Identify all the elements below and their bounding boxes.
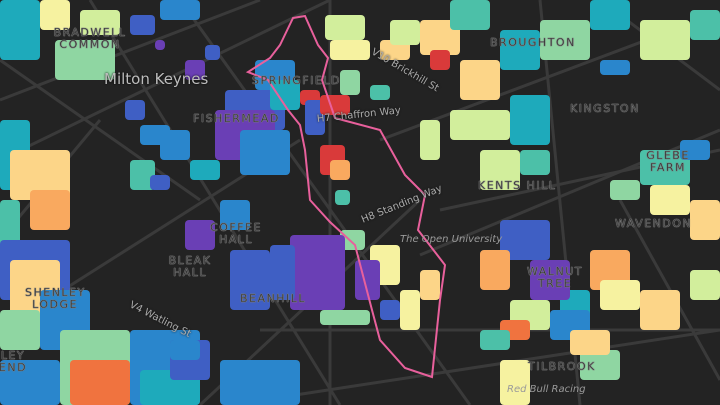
area-polygon[interactable] [160, 130, 190, 160]
area-polygon[interactable] [580, 350, 620, 380]
area-polygon[interactable] [30, 190, 70, 230]
area-polygon[interactable] [600, 280, 640, 310]
area-polygon[interactable] [420, 270, 440, 300]
area-polygon[interactable] [680, 140, 710, 160]
area-polygon[interactable] [270, 245, 295, 300]
district-label: SPRINGFIELD [252, 74, 341, 87]
district-label: KINGSTON [570, 102, 640, 115]
area-polygon[interactable] [340, 70, 360, 95]
area-polygon[interactable] [230, 250, 270, 310]
area-polygon[interactable] [500, 220, 550, 260]
district-label: BROUGHTON [490, 36, 576, 49]
area-polygon[interactable] [155, 40, 165, 50]
area-polygon[interactable] [590, 0, 630, 30]
area-polygon[interactable] [80, 10, 120, 35]
area-polygon[interactable] [480, 150, 520, 190]
area-polygon[interactable] [190, 160, 220, 180]
district-label: WAVENDON [615, 217, 693, 230]
road [229, 328, 720, 405]
area-polygon[interactable] [690, 10, 720, 40]
area-polygon[interactable] [640, 150, 690, 185]
district-label: SHENLEY LODGE [25, 286, 86, 311]
area-polygon[interactable] [0, 310, 40, 350]
area-polygon[interactable] [185, 220, 215, 250]
road [0, 0, 261, 102]
area-polygon[interactable] [330, 160, 350, 180]
city-label: Milton Keynes [104, 70, 209, 88]
area-polygon[interactable] [0, 0, 40, 60]
area-polygon[interactable] [335, 190, 350, 205]
area-polygon[interactable] [220, 360, 300, 405]
area-polygon[interactable] [70, 360, 130, 405]
road [0, 0, 331, 162]
road [88, 0, 342, 405]
area-polygon[interactable] [510, 95, 550, 145]
district-label: KENTS HILL [478, 179, 557, 192]
area-polygon[interactable] [690, 200, 720, 240]
area-polygon[interactable] [270, 80, 300, 110]
area-polygon[interactable] [125, 100, 145, 120]
area-polygon[interactable] [130, 160, 155, 190]
district-label: GLEBE FARM [646, 149, 690, 174]
area-polygon[interactable] [170, 340, 200, 360]
area-polygon[interactable] [390, 20, 420, 45]
area-polygon[interactable] [500, 360, 530, 405]
area-polygon[interactable] [610, 180, 640, 200]
area-polygon[interactable] [500, 30, 540, 70]
area-polygon[interactable] [340, 230, 365, 250]
area-polygon[interactable] [420, 120, 440, 160]
district-label: TILBROOK [528, 360, 596, 373]
area-polygon[interactable] [10, 150, 70, 200]
district-label: BRADWELL COMMON [53, 26, 127, 51]
district-label: WALNUT TREE [527, 265, 583, 290]
district-label: BLEAK HALL [168, 254, 212, 279]
poi-label: The Open University [400, 234, 503, 245]
area-polygon[interactable] [650, 185, 690, 215]
road [178, 0, 472, 405]
area-polygon[interactable] [0, 360, 60, 405]
area-polygon[interactable] [370, 85, 390, 100]
area-polygon[interactable] [600, 60, 630, 75]
area-polygon[interactable] [690, 270, 720, 300]
area-polygon[interactable] [640, 20, 690, 60]
district-label: FISHERMEAD [193, 112, 280, 125]
area-polygon[interactable] [570, 330, 610, 355]
area-polygon[interactable] [530, 260, 570, 300]
area-polygon[interactable] [220, 200, 250, 230]
poi-label: Red Bull Racing [507, 384, 586, 395]
area-polygon[interactable] [290, 235, 345, 310]
area-polygon[interactable] [640, 290, 680, 330]
area-polygon[interactable] [520, 150, 550, 175]
district-label: COFFEE HALL [210, 221, 262, 246]
area-polygon[interactable] [480, 330, 510, 350]
area-polygon[interactable] [330, 40, 370, 60]
district-label: BEANHILL [240, 292, 307, 305]
area-polygon[interactable] [55, 40, 115, 80]
area-polygon[interactable] [480, 250, 510, 290]
area-polygon[interactable] [380, 300, 400, 320]
area-polygon[interactable] [160, 0, 200, 20]
area-polygon[interactable] [240, 130, 290, 175]
area-polygon[interactable] [130, 15, 155, 35]
area-polygon[interactable] [185, 60, 205, 80]
area-polygon[interactable] [150, 175, 170, 190]
area-polygon[interactable] [540, 20, 590, 60]
area-polygon[interactable] [420, 20, 460, 55]
district-label: LEY END [0, 349, 28, 374]
area-polygon[interactable] [325, 15, 365, 40]
area-polygon[interactable] [450, 0, 490, 30]
area-polygon[interactable] [205, 45, 220, 60]
area-polygon[interactable] [460, 60, 500, 100]
selected-area-boundary[interactable] [245, 14, 447, 379]
area-polygon[interactable] [400, 290, 420, 330]
area-polygon[interactable] [430, 50, 450, 70]
area-polygon[interactable] [450, 110, 510, 140]
area-polygon[interactable] [40, 0, 70, 30]
area-polygon[interactable] [320, 310, 370, 325]
area-polygon[interactable] [320, 95, 350, 115]
